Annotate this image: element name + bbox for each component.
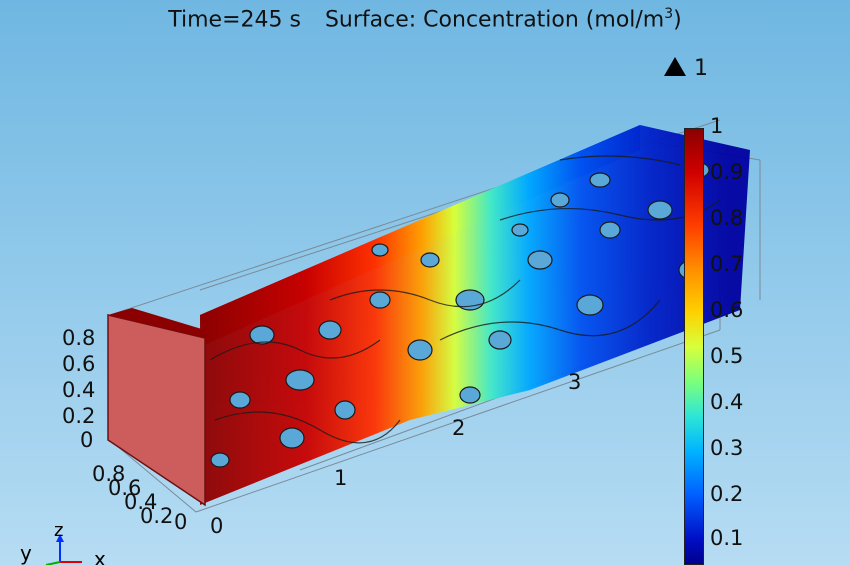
max-value: 1 bbox=[694, 56, 708, 81]
x-tick: 1 bbox=[334, 466, 348, 490]
colorbar-tick: 0.7 bbox=[710, 252, 744, 276]
z-tick: 0 bbox=[80, 428, 94, 452]
triangle-up-icon bbox=[664, 57, 686, 76]
colorbar-tick: 1 bbox=[710, 114, 724, 138]
concentration-surface bbox=[200, 125, 750, 505]
y-tick: 0 bbox=[174, 510, 188, 534]
plot-title: Time=245 s Surface: Concentration (mol/m3… bbox=[0, 6, 850, 32]
colorbar-tick: 0.6 bbox=[710, 298, 744, 322]
colorbar-tick: 0.1 bbox=[710, 526, 744, 550]
y-tick: 0.8 bbox=[92, 462, 126, 486]
y-tick: 0.4 bbox=[124, 490, 158, 514]
colorbar-tick: 0.8 bbox=[710, 206, 744, 230]
y-tick: 0.6 bbox=[108, 476, 142, 500]
max-marker: 1 bbox=[664, 56, 708, 81]
x-tick: 2 bbox=[452, 416, 466, 440]
x-tick: 0 bbox=[210, 514, 224, 538]
time-label: Time=245 s bbox=[168, 7, 301, 33]
y-tick: 0.2 bbox=[140, 504, 174, 528]
title-close: ) bbox=[673, 7, 682, 33]
colorbar-tick: 0.4 bbox=[710, 390, 744, 414]
z-tick: 0.2 bbox=[62, 404, 96, 428]
colorbar-tick: 0.9 bbox=[710, 160, 744, 184]
colorbar-tick: 0.5 bbox=[710, 344, 744, 368]
colorbar-tick: 0.2 bbox=[710, 482, 744, 506]
x-tick: 3 bbox=[568, 370, 582, 394]
z-axis-label: z bbox=[54, 522, 63, 541]
axis-orientation-indicator: z y x bbox=[20, 522, 106, 565]
z-tick: 0.6 bbox=[62, 352, 96, 376]
colorbar-tick: 0.3 bbox=[710, 436, 744, 460]
z-tick: 0.8 bbox=[62, 326, 96, 350]
colorbar bbox=[684, 128, 704, 565]
inlet-face bbox=[107, 314, 206, 507]
y-axis-label: y bbox=[20, 541, 32, 565]
unit-superscript: 3 bbox=[664, 6, 674, 22]
surface-label: Surface: Concentration (mol/m bbox=[324, 7, 665, 33]
z-tick: 0.4 bbox=[62, 378, 96, 402]
x-axis-label: x bbox=[94, 547, 106, 565]
